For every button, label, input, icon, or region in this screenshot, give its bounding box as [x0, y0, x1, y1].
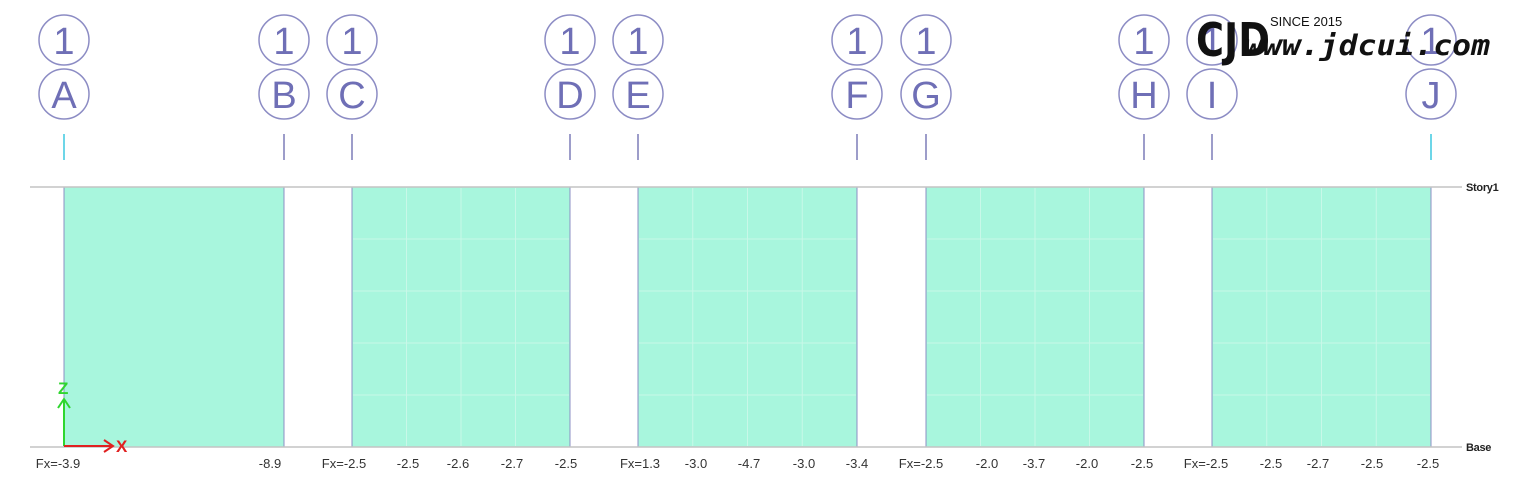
force-label: Fx=-3.9	[36, 456, 80, 471]
x-axis-arrowhead	[103, 439, 115, 453]
force-label: -3.0	[685, 456, 707, 471]
grid-axis-j: 1J	[1405, 14, 1457, 120]
force-label: -3.0	[793, 456, 815, 471]
grid-letter-bubble	[258, 68, 310, 120]
grid-number-label: 1	[1201, 21, 1222, 63]
grid-number-label: 1	[846, 21, 867, 63]
grid-number-bubble	[326, 14, 378, 66]
grid-number-label: 1	[559, 21, 580, 63]
grid-number-bubble	[900, 14, 952, 66]
force-label: -2.5	[1260, 456, 1282, 471]
grid-number-bubble	[1405, 14, 1457, 66]
x-axis-label: X	[116, 437, 128, 456]
grid-number-label: 1	[627, 21, 648, 63]
grid-letter-bubble	[612, 68, 664, 120]
force-label: -3.4	[846, 456, 868, 471]
grid-number-bubble	[38, 14, 90, 66]
grid-letter-bubble	[1186, 68, 1238, 120]
grid-letter-bubble	[831, 68, 883, 120]
grid-number-bubble	[831, 14, 883, 66]
grid-number-bubble	[258, 14, 310, 66]
grid-number-label: 1	[1420, 21, 1441, 63]
grid-letter-label: F	[845, 75, 868, 117]
grid-axis-i: 1I	[1186, 14, 1238, 120]
grid-ticks	[63, 134, 1432, 160]
grid-axis-a: 1A	[38, 14, 90, 120]
grid-axis-g: 1G	[900, 14, 952, 120]
grid-axis-c: 1C	[326, 14, 378, 120]
watermark-mark: CJD	[1196, 13, 1270, 67]
grid-axis-f: 1F	[831, 14, 883, 120]
base-level-label: Base	[1466, 442, 1491, 454]
axes-triad: Z X	[57, 379, 128, 456]
force-label: -2.0	[1076, 456, 1098, 471]
grid-axis-d: 1D	[544, 14, 596, 120]
force-label: -2.7	[1307, 456, 1329, 471]
grid-number-label: 1	[273, 21, 294, 63]
grid-letter-label: G	[911, 75, 941, 117]
grid-letter-label: J	[1422, 75, 1441, 117]
grid-number-bubble	[1118, 14, 1170, 66]
grid-letter-bubble	[1405, 68, 1457, 120]
force-label: Fx=-2.5	[899, 456, 943, 471]
story1-level-label: Story1	[1466, 182, 1499, 194]
wall-panel-ab	[63, 186, 285, 448]
wall-panels	[63, 186, 1432, 448]
grid-number-label: 1	[915, 21, 936, 63]
force-label: -8.9	[259, 456, 281, 471]
force-label: -2.0	[976, 456, 998, 471]
grid-letter-label: D	[556, 75, 583, 117]
grid-axis-h: 1H	[1118, 14, 1170, 120]
grid-number-bubble	[612, 14, 664, 66]
grid-letter-label: E	[625, 75, 650, 117]
grid-letter-label: C	[338, 75, 365, 117]
z-axis-label: Z	[58, 379, 68, 398]
force-label: -3.7	[1023, 456, 1045, 471]
level-lines: Story1 Base	[30, 182, 1499, 454]
force-label: -2.5	[555, 456, 577, 471]
force-label: Fx=-2.5	[322, 456, 366, 471]
grid-letter-label: A	[51, 75, 77, 117]
force-labels: Fx=-3.9 -8.9 Fx=-2.5 -2.5 -2.6 -2.7 -2.5 Fx=1.3…	[36, 456, 1439, 471]
grid-letter-label: B	[271, 75, 296, 117]
force-label: -2.7	[501, 456, 523, 471]
grid-letter-bubble	[38, 68, 90, 120]
grid-number-bubble	[1186, 14, 1238, 66]
force-label: Fx=-2.5	[1184, 456, 1228, 471]
watermark-logo: CJD SINCE 2015 www.jdcui.com	[1196, 13, 1490, 67]
grid-axis-b: 1B	[258, 14, 310, 120]
grid-letter-bubble	[900, 68, 952, 120]
z-axis-arrowhead	[57, 397, 71, 409]
watermark-since: SINCE 2015	[1270, 14, 1342, 29]
force-label: -2.5	[397, 456, 419, 471]
force-label: -2.5	[1361, 456, 1383, 471]
grid-number-label: 1	[341, 21, 362, 63]
grid-axis-e: 1E	[612, 14, 664, 120]
grid-letter-label: H	[1130, 75, 1157, 117]
grid-letter-label: I	[1207, 75, 1218, 117]
force-label: -2.6	[447, 456, 469, 471]
grid-letter-bubble	[1118, 68, 1170, 120]
watermark-url: www.jdcui.com	[1244, 29, 1490, 62]
force-label: -2.5	[1131, 456, 1153, 471]
grid-number-label: 1	[1133, 21, 1154, 63]
grid-number-bubble	[544, 14, 596, 66]
force-label: -2.5	[1417, 456, 1439, 471]
force-label: -4.7	[738, 456, 760, 471]
grid-letter-bubble	[326, 68, 378, 120]
grid-number-label: 1	[53, 21, 74, 63]
force-label: Fx=1.3	[620, 456, 660, 471]
grid-letter-bubble	[544, 68, 596, 120]
